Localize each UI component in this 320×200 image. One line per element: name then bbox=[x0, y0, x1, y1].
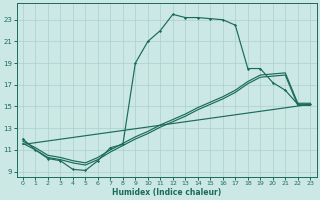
X-axis label: Humidex (Indice chaleur): Humidex (Indice chaleur) bbox=[112, 188, 221, 197]
